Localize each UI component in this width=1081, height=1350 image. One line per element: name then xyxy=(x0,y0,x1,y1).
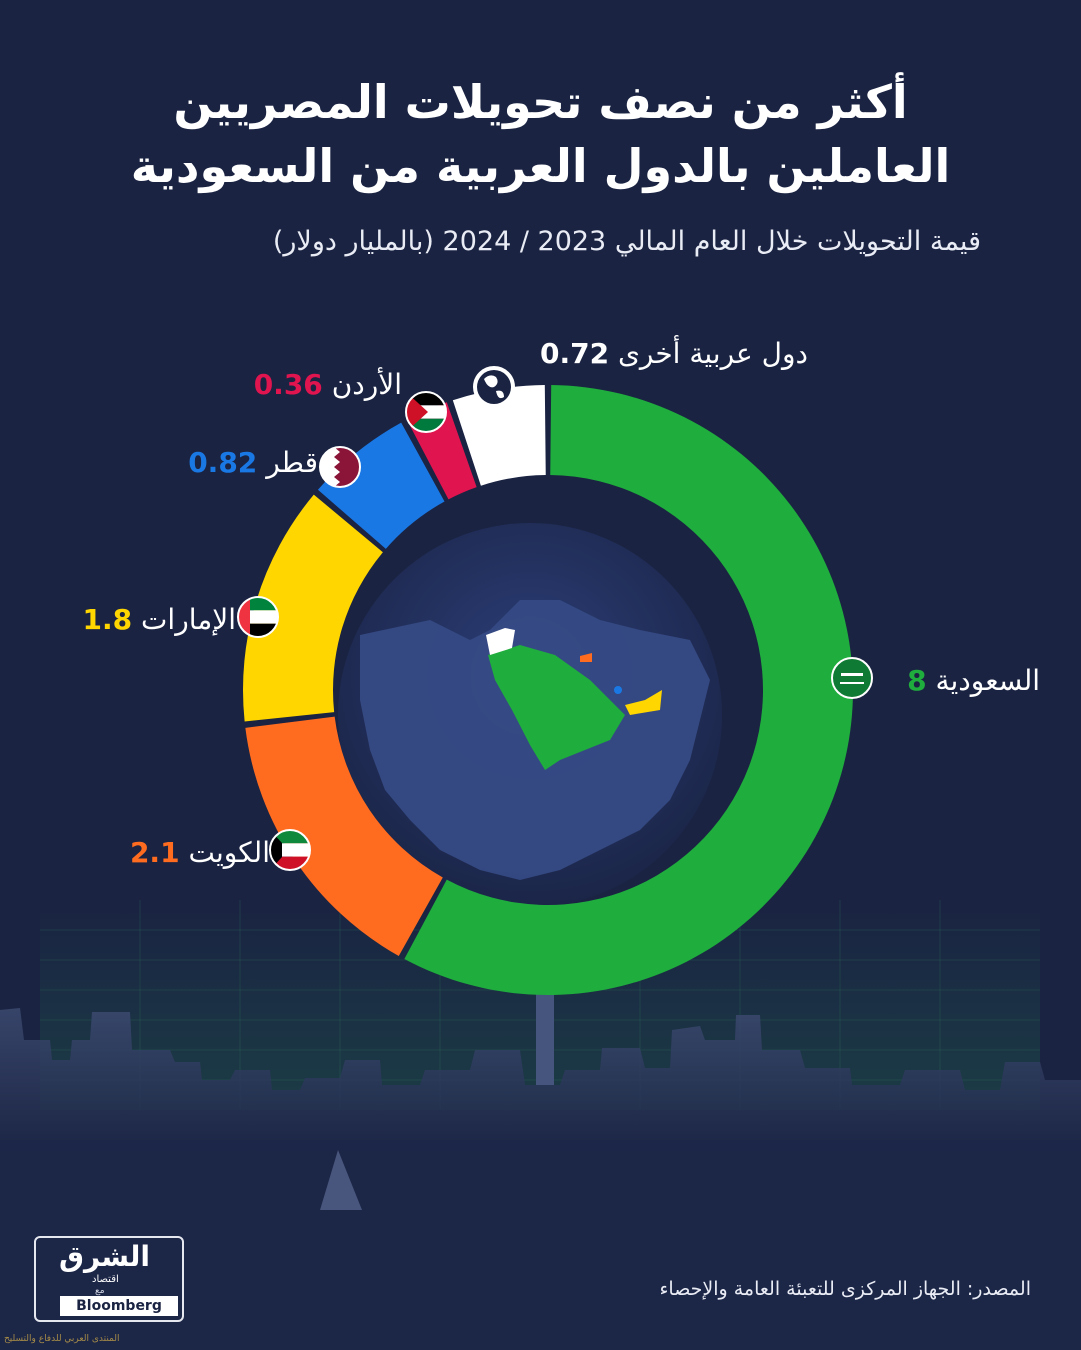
chart-subtitle: قيمة التحويلات خلال العام المالي 2023 / … xyxy=(272,226,981,257)
slice-name-1: الكويت xyxy=(180,836,270,869)
map-qatar xyxy=(614,686,622,694)
slice-label-4: الأردن 0.36 xyxy=(254,366,402,401)
logo-with-text: مع xyxy=(95,1286,105,1296)
donut-slice-3 xyxy=(317,422,445,549)
donut-slice-5 xyxy=(452,385,546,486)
kuwait-flag-icon xyxy=(269,829,311,871)
slice-name-3: قطر xyxy=(257,446,318,479)
donut-slice-2 xyxy=(242,494,383,722)
map-arabian-peninsula xyxy=(488,645,625,770)
bloomberg-logo: Bloomberg xyxy=(60,1296,178,1316)
map-uae xyxy=(625,690,662,715)
map-kuwait xyxy=(580,653,592,662)
asharq-logo-text: الشرق xyxy=(58,1240,150,1273)
slice-label-0: السعودية 8 xyxy=(907,664,1040,697)
asharq-logo-subtext: اقتصاد xyxy=(92,1274,119,1285)
felucca-sail xyxy=(320,1150,362,1210)
slice-name-4: الأردن xyxy=(323,366,402,401)
qatar-flag-icon xyxy=(319,446,361,488)
slice-name-0: السعودية xyxy=(927,664,1040,697)
title-line-2: العاملين بالدول العربية من السعودية xyxy=(130,139,951,193)
saudi-flag-icon xyxy=(831,657,873,699)
city-skyline xyxy=(0,1008,1081,1160)
slice-label-2: الإمارات 1.8 xyxy=(83,603,236,636)
donut-slice-1 xyxy=(245,716,443,956)
globe-icon xyxy=(473,366,515,408)
logo-frame xyxy=(34,1236,184,1322)
title-line-1: أكثر من نصف تحويلات المصريين xyxy=(173,75,908,129)
slice-label-5: دول عربية أخرى 0.72 xyxy=(540,334,808,370)
watermark-text: المنتدى العربي للدفاع والتسليح xyxy=(4,1334,120,1344)
slice-value-0: 8 xyxy=(907,664,926,697)
jordan-flag-icon xyxy=(405,391,447,433)
slice-value-1: 2.1 xyxy=(130,836,180,869)
river xyxy=(0,1140,1081,1350)
slice-label-3: قطر 0.82 xyxy=(188,446,318,479)
slice-value-3: 0.82 xyxy=(188,446,257,479)
slice-value-4: 0.36 xyxy=(254,368,323,401)
source-note: المصدر: الجهاز المركزى للتعبئة العامة وا… xyxy=(659,1278,1031,1300)
slice-name-5: دول عربية أخرى xyxy=(609,334,808,370)
donut-slice-0 xyxy=(404,385,854,996)
chart-title: أكثر من نصف تحويلات المصريين العاملين با… xyxy=(0,70,1081,198)
slice-label-1: الكويت 2.1 xyxy=(130,836,270,869)
slice-value-2: 1.8 xyxy=(83,603,133,636)
uae-flag-icon xyxy=(237,596,279,638)
slice-value-5: 0.72 xyxy=(540,337,609,370)
map-jordan xyxy=(486,628,515,655)
slice-name-2: الإمارات xyxy=(132,603,236,636)
